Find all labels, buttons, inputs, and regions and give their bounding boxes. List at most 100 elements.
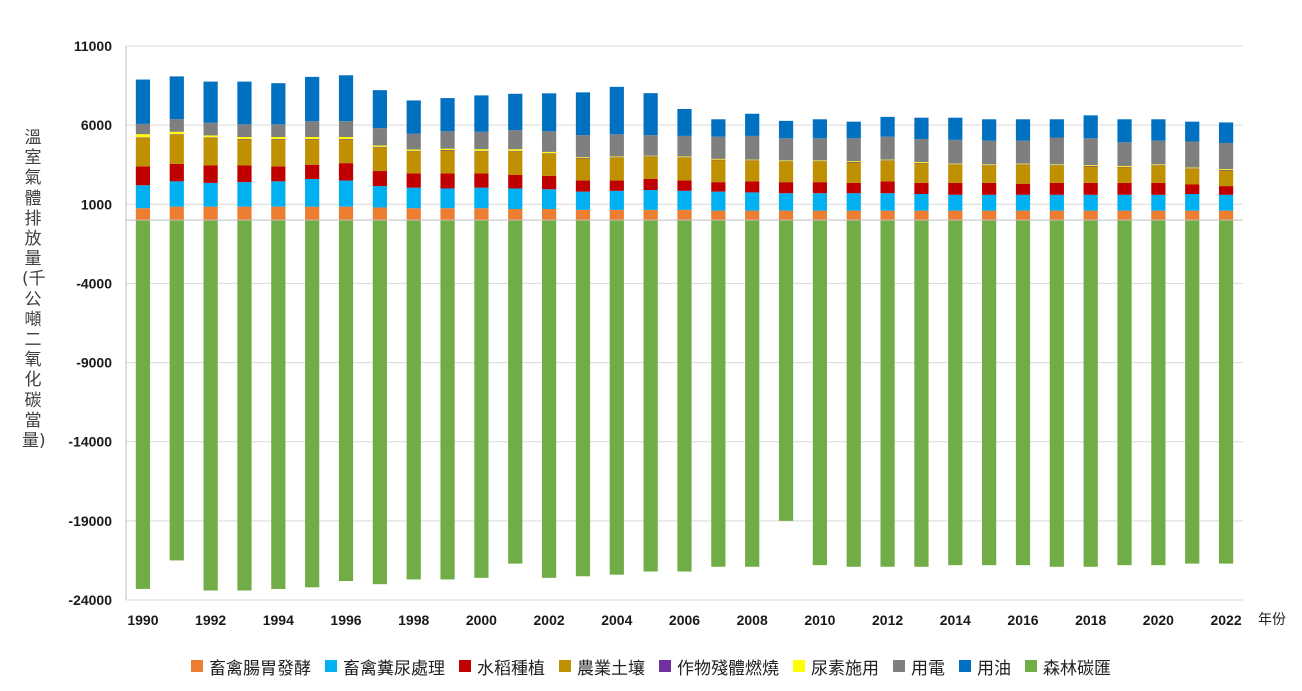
bar-segment: 用電 2015: 1500 [982,140,997,165]
bar-segment: 畜禽糞尿處理 2000: 1300 [474,187,489,209]
bar-segment: 農業土壤 2000: 1400 [474,151,489,174]
bar-segment: 水稻種植 2000: 900 [474,173,489,188]
bar-segment: 農業土壤 2015: 1100 [982,165,997,183]
bar-segment: 作物殘體燃燒 1995: 30 [305,138,320,140]
bar-segment: 森林碳匯 1994: -23300 [271,220,286,589]
legend-swatch [659,660,671,672]
bar-segment: 水稻種植 2015: 750 [982,182,997,195]
legend-label: 作物殘體燃燒 [677,658,779,679]
y-tick-label: 1000 [81,196,112,212]
bar-segment: 尿素施用 1998: 80 [406,149,421,151]
y-tick-label: -19000 [68,513,112,529]
bar-segment: 尿素施用 1999: 80 [440,148,455,150]
bar-segment: 森林碳匯 2001: -21700 [508,220,523,564]
bar-segment: 用油 1998: 2100 [406,100,421,134]
bar-segment: 用電 2012: 1450 [880,136,895,160]
bar-segment: 用電 1995: 1000 [305,121,320,138]
legend-label: 畜禽腸胃發酵 [209,658,311,679]
bar-segment: 用油 2009: 1100 [778,120,794,139]
x-tick-label: 2006 [669,612,700,628]
bar-segment: 畜禽腸胃發酵 2017: 600 [1049,210,1064,221]
bar-segment: 用電 1990: 650 [135,123,151,135]
bar-segment: 作物殘體燃燒 2003: 20 [575,158,591,159]
bar-segment: 畜禽腸胃發酵 2021: 600 [1185,210,1200,221]
legend-item: 農業土壤 [559,654,645,679]
bar-segment: 用電 1999: 1100 [440,131,455,149]
bar-segment: 畜禽糞尿處理 1999: 1250 [440,188,455,209]
bar-segment: 森林碳匯 1991: -21500 [169,220,184,561]
bar-segment: 農業土壤 1990: 1800 [135,137,151,167]
bar-segment: 畜禽腸胃發酵 2001: 700 [508,209,523,221]
bar-segment: 水稻種植 2004: 650 [609,180,624,191]
legend-label: 畜禽糞尿處理 [343,658,445,679]
bar-segment: 用電 2005: 1300 [643,135,658,156]
bar-segment: 尿素施用 2005: 50 [643,155,658,157]
legend: 畜禽腸胃發酵 畜禽糞尿處理 水稻種植 農業土壤 作物殘體燃燒 尿素施用 用電 用油 森林碳匯 [0,652,1302,680]
bar-segment: 用油 2015: 1350 [982,119,997,141]
bar-segment: 畜禽腸胃發酵 1993: 850 [237,206,252,221]
bar-segment: 畜禽腸胃發酵 1996: 850 [338,206,354,221]
bar-segment: 用電 2004: 1400 [609,134,624,157]
bar-segment: 用電 2008: 1500 [745,135,760,160]
bar-segment: 尿素施用 2006: 50 [677,156,692,158]
legend-item: 用油 [959,654,1011,679]
bar-segment: 用電 1991: 800 [169,119,184,132]
bar-segment: 畜禽糞尿處理 2011: 1100 [846,193,861,211]
bar-segment: 尿素施用 2017: 50 [1049,164,1064,166]
bar-segment: 尿素施用 2002: 80 [541,151,557,154]
bar-segment: 農業土壤 2016: 1200 [1015,164,1031,184]
x-tick-label: 2022 [1210,612,1241,628]
legend-swatch [959,660,971,672]
bar-segment: 水稻種植 1999: 950 [440,173,455,189]
bar-segment: 森林碳匯 1990: -23300 [135,220,151,589]
legend-label: 用油 [977,658,1011,679]
bar-segment: 畜禽糞尿處理 2017: 1000 [1049,194,1064,211]
bar-segment: 畜禽腸胃發酵 1997: 800 [372,207,387,221]
bar-segment: 尿素施用 2019: 50 [1117,165,1132,167]
legend-label: 尿素施用 [811,658,879,679]
bar-segment: 用電 2010: 1400 [812,138,828,161]
x-tick-label: 2016 [1007,612,1038,628]
legend-swatch [559,660,571,672]
bar-segment: 農業土壤 1994: 1700 [271,139,286,167]
bar-segment: 用油 2001: 2300 [508,93,523,131]
bar-segment: 用油 2020: 1350 [1151,119,1166,141]
bar-segment: 作物殘體燃燒 2001: 30 [508,150,523,152]
bar-segment: 畜禽腸胃發酵 2008: 600 [745,210,760,221]
bar-segment: 用油 2014: 1400 [948,117,963,140]
x-tick-label: 2014 [940,612,971,628]
bar-segment: 用油 2000: 2300 [474,95,489,132]
bar-segment: 農業土壤 2009: 1300 [778,161,794,183]
bar-segment: 尿素施用 1992: 120 [203,135,218,138]
y-tick-label: -9000 [76,355,112,371]
bar-segment: 用油 1992: 2600 [203,81,218,123]
bar-segment: 水稻種植 1995: 900 [305,164,320,179]
legend-swatch [191,660,203,672]
legend-item: 畜禽糞尿處理 [325,654,445,679]
bar-segment: 用電 2006: 1300 [677,135,692,157]
bar-segment: 農業土壤 2013: 1250 [914,163,929,183]
bar-segment: 水稻種植 2012: 750 [880,181,895,194]
bar-segment: 農業土壤 2008: 1300 [745,160,760,182]
bar-segment: 水稻種植 2016: 700 [1015,183,1031,195]
bar-segment: 作物殘體燃燒 2005: 20 [643,156,658,157]
bar-segment: 尿素施用 2009: 50 [778,160,794,162]
bar-segment: 森林碳匯 2013: -21900 [914,220,929,567]
bar-segment: 森林碳匯 2016: -21800 [1015,220,1031,566]
bar-segment: 森林碳匯 2018: -21900 [1083,220,1098,567]
bar-segment: 農業土壤 2012: 1300 [880,160,895,182]
bar-segment: 農業土壤 1992: 1750 [203,137,218,166]
bar-segment: 水稻種植 2003: 700 [575,180,591,192]
bar-segment: 用電 2000: 1100 [474,131,489,150]
bar-segment: 用電 1997: 1100 [372,128,387,146]
bar-segment: 森林碳匯 2009: -19000 [778,220,794,521]
bar-segment: 畜禽腸胃發酵 2014: 600 [948,210,963,221]
bar-segment: 森林碳匯 2006: -22200 [677,220,692,572]
bar-segment: 畜禽腸胃發酵 2009: 600 [778,210,794,221]
bar-segment: 作物殘體燃燒 1994: 30 [271,138,286,140]
bar-segment: 用電 2019: 1500 [1117,142,1132,166]
legend-item: 用電 [893,654,945,679]
x-tick-label: 2008 [737,612,768,628]
bar-segment: 畜禽糞尿處理 1995: 1750 [305,178,320,207]
bar-segment: 用電 2014: 1500 [948,139,963,164]
